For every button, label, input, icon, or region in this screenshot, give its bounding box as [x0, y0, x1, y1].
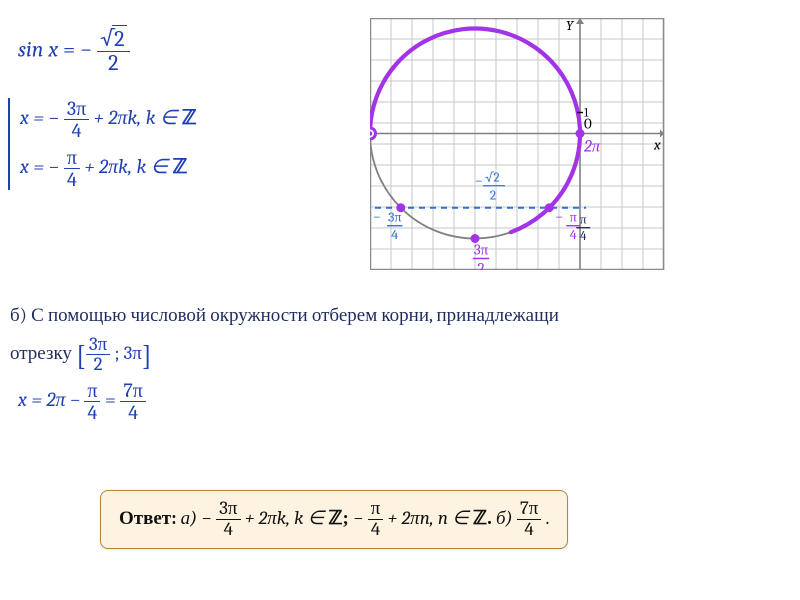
svg-text:√2: √2 — [485, 171, 500, 186]
svg-text:−: − — [555, 208, 563, 226]
answer-a-label: а) — [181, 507, 198, 529]
answer-box: Ответ: а) − 3π4 + 2πk, k ∈ ℤ; − π4 + 2πn… — [100, 490, 568, 549]
unit-circle-diagram: 0xY13π2π−√22−3π4−π4π43π2 — [370, 18, 670, 270]
part-b-text: б) С помощью числовой окружности отберем… — [10, 300, 800, 379]
system-row-2: x = − π4 + 2πk, k ∈ ℤ — [20, 147, 197, 190]
answer-label: Ответ: — [119, 507, 176, 529]
eq-frac: 2 2 — [97, 28, 129, 75]
svg-text:1: 1 — [584, 106, 589, 120]
eq-lhs: sin x — [18, 37, 58, 63]
svg-text:Y: Y — [566, 18, 575, 34]
svg-text:2: 2 — [477, 259, 484, 270]
svg-text:−: − — [373, 208, 381, 226]
svg-text:4: 4 — [391, 226, 398, 243]
part-b-line2: отрезку [3π2 ; 3π] — [10, 334, 800, 379]
equation: sin x = − 2 2 — [18, 28, 130, 75]
answer-b-label: б) — [496, 507, 513, 529]
result-line: x = 2π − π4 = 7π4 — [18, 380, 146, 423]
svg-text:2π: 2π — [583, 138, 601, 157]
svg-text:4: 4 — [570, 226, 577, 243]
system-row-1: x = − 3π4 + 2πk, k ∈ ℤ — [20, 98, 197, 141]
svg-text:π: π — [580, 213, 587, 228]
system: x = − 3π4 + 2πk, k ∈ ℤ x = − π4 + 2πk, k… — [8, 92, 197, 196]
svg-text:−: − — [475, 172, 483, 190]
svg-text:π: π — [570, 209, 577, 226]
svg-text:3π: 3π — [388, 209, 402, 226]
svg-text:x: x — [653, 136, 661, 154]
svg-text:3π: 3π — [474, 241, 489, 259]
svg-text:4: 4 — [580, 229, 587, 244]
svg-text:2: 2 — [490, 189, 496, 204]
part-b-line1: б) С помощью числовой окружности отберем… — [10, 300, 800, 330]
eq-sign: − — [80, 37, 92, 63]
